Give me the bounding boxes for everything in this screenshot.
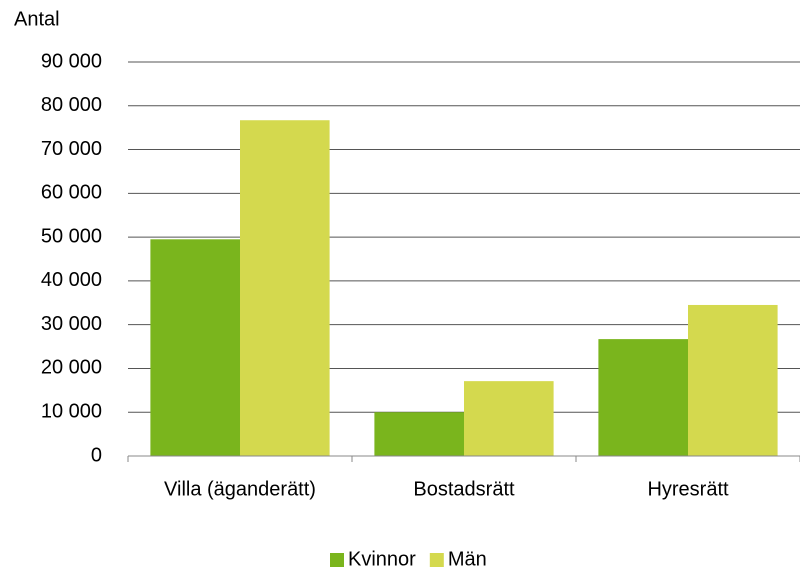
bar: [688, 304, 778, 456]
legend-label: Kvinnor: [348, 548, 416, 570]
bar: [374, 412, 464, 456]
y-tick-label: 90 000: [41, 50, 102, 72]
legend-swatch: [429, 553, 444, 567]
y-tick-label: 30 000: [41, 313, 102, 335]
y-tick-label: 70 000: [41, 138, 102, 160]
y-tick-label: 80 000: [41, 94, 102, 116]
legend-label: Män: [448, 548, 487, 570]
y-tick-label: 20 000: [41, 357, 102, 379]
y-tick-label: 10 000: [41, 401, 102, 423]
bar: [240, 120, 330, 457]
bar: [150, 239, 240, 456]
bar: [598, 339, 688, 456]
legend-swatch: [330, 553, 344, 567]
x-tick-label: Villa (äganderätt): [164, 478, 316, 500]
y-tick-label: 40 000: [41, 269, 102, 291]
x-tick-label: Bostadsrätt: [413, 478, 515, 500]
bar: [464, 381, 554, 456]
y-tick-label: 50 000: [41, 225, 102, 247]
y-tick-label: 0: [91, 444, 102, 466]
x-tick-label: Hyresrätt: [647, 478, 729, 500]
y-tick-label: 60 000: [41, 182, 102, 204]
y-axis-label: Antal: [14, 8, 60, 30]
